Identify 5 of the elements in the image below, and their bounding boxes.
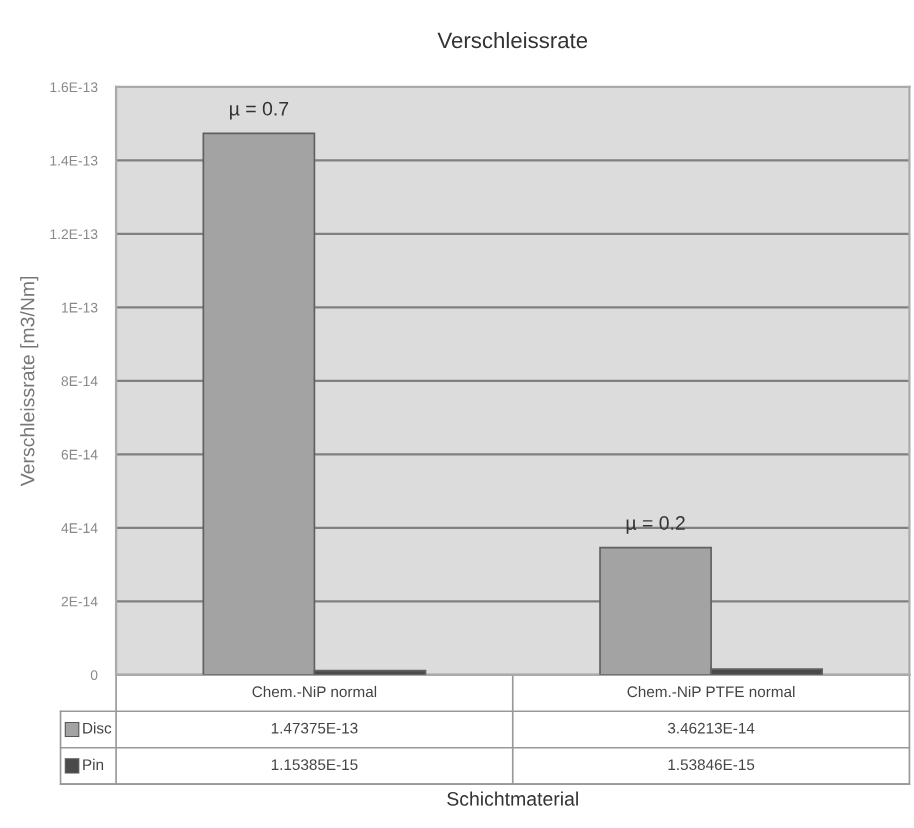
x-axis-title: Schichtmaterial [447, 791, 578, 806]
annotation: µ = 0.2 [626, 516, 685, 534]
chart-title: Verschleissrate [437, 31, 588, 49]
y-axis-title: Verschleissrate [m3/Nm] [20, 276, 39, 487]
annotation: µ = 0.7 [230, 101, 289, 120]
